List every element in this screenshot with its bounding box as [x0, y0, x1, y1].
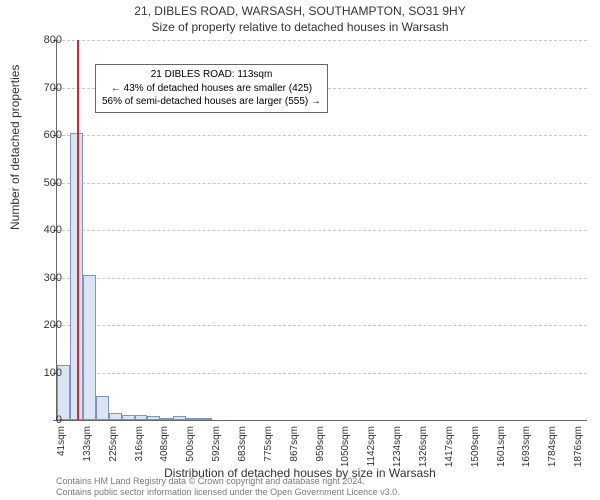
title-line-1: 21, DIBLES ROAD, WARSASH, SOUTHAMPTON, S… [0, 4, 600, 18]
ytick-label: 200 [44, 319, 62, 331]
xtick-label: 775sqm [263, 426, 274, 476]
ytick-label: 300 [44, 272, 62, 284]
xtick-label: 1876sqm [573, 426, 584, 476]
annotation-box: 21 DIBLES ROAD: 113sqm ← 43% of detached… [95, 64, 328, 113]
annotation-line-2: ← 43% of detached houses are smaller (42… [102, 82, 321, 96]
xtick-label: 592sqm [211, 426, 222, 476]
histogram-bar [109, 413, 122, 420]
xtick-label: 1050sqm [340, 426, 351, 476]
footnote: Contains HM Land Registry data © Crown c… [56, 476, 400, 498]
ytick-label: 100 [44, 367, 62, 379]
xtick-label: 1234sqm [392, 426, 403, 476]
gridline [57, 40, 587, 41]
xtick-label: 1601sqm [496, 426, 507, 476]
histogram-bar [186, 418, 199, 420]
gridline [57, 183, 587, 184]
histogram-bar [160, 418, 173, 420]
xtick-label: 959sqm [315, 426, 326, 476]
gridline [57, 325, 587, 326]
xtick-label: 1784sqm [547, 426, 558, 476]
histogram-bar [147, 416, 160, 420]
annotation-line-3: 56% of semi-detached houses are larger (… [102, 95, 321, 109]
title-line-2: Size of property relative to detached ho… [0, 20, 600, 34]
ytick-label: 400 [44, 224, 62, 236]
gridline [57, 278, 587, 279]
ytick-label: 800 [44, 34, 62, 46]
xtick-label: 1142sqm [366, 426, 377, 476]
xtick-label: 225sqm [108, 426, 119, 476]
histogram-bar [83, 275, 96, 420]
ytick-label: 700 [44, 82, 62, 94]
xtick-label: 683sqm [237, 426, 248, 476]
histogram-bar [199, 418, 212, 420]
footnote-line-2: Contains public sector information licen… [56, 487, 400, 498]
histogram-bar [122, 415, 135, 420]
xtick-label: 867sqm [289, 426, 300, 476]
xtick-label: 41sqm [56, 426, 67, 476]
xtick-label: 316sqm [134, 426, 145, 476]
xtick-label: 133sqm [82, 426, 93, 476]
footnote-line-1: Contains HM Land Registry data © Crown c… [56, 476, 400, 487]
histogram-bar [96, 396, 109, 420]
histogram-bar [173, 416, 186, 420]
xtick-label: 500sqm [185, 426, 196, 476]
chart-container: 21, DIBLES ROAD, WARSASH, SOUTHAMPTON, S… [0, 0, 600, 500]
xtick-label: 1509sqm [470, 426, 481, 476]
xtick-label: 1417sqm [444, 426, 455, 476]
xtick-label: 1693sqm [521, 426, 532, 476]
gridline [57, 230, 587, 231]
gridline [57, 135, 587, 136]
xtick-label: 408sqm [159, 426, 170, 476]
annotation-line-1: 21 DIBLES ROAD: 113sqm [102, 68, 321, 82]
xtick-label: 1326sqm [418, 426, 429, 476]
gridline [57, 373, 587, 374]
y-axis-label: Number of detached properties [8, 65, 22, 230]
marker-line [77, 40, 79, 420]
plot-area: 21 DIBLES ROAD: 113sqm ← 43% of detached… [56, 40, 587, 421]
histogram-bar [135, 415, 148, 420]
ytick-label: 500 [44, 177, 62, 189]
ytick-label: 0 [56, 414, 62, 426]
ytick-label: 600 [44, 129, 62, 141]
